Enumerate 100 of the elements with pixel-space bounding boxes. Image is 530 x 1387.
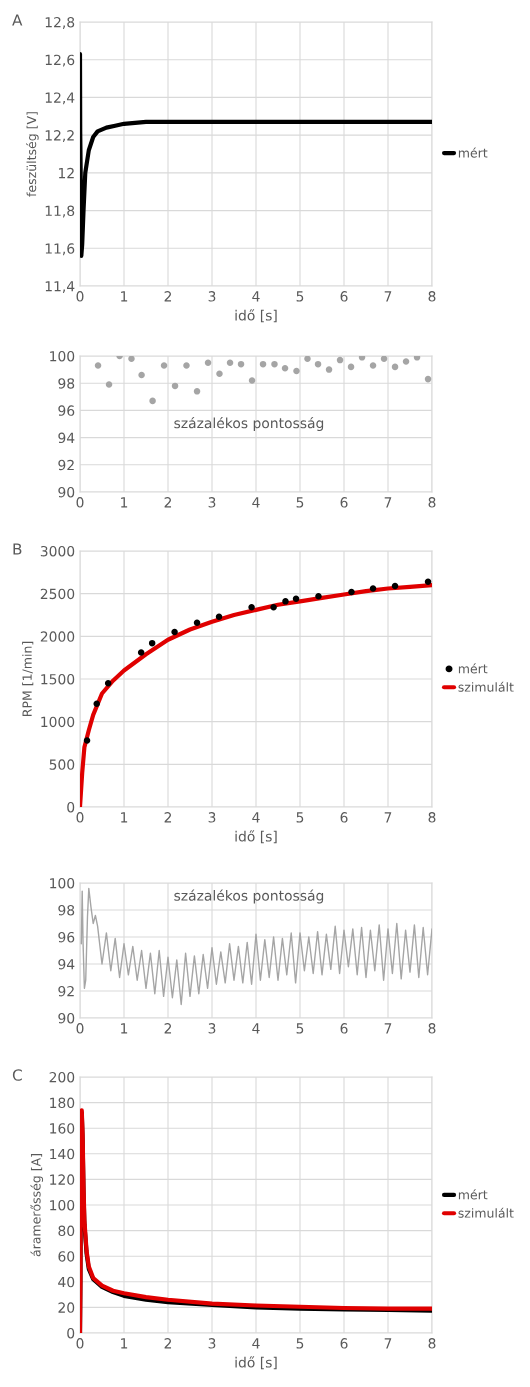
line-series <box>80 51 432 258</box>
point <box>314 360 322 368</box>
point <box>93 700 100 707</box>
x-tick-label: 0 <box>76 1023 84 1034</box>
point <box>105 381 113 388</box>
x-tick-label: 7 <box>384 1023 392 1034</box>
point <box>216 370 223 377</box>
x-tick-label: 3 <box>208 812 216 823</box>
point <box>183 362 190 369</box>
point <box>171 628 178 636</box>
point <box>281 364 289 372</box>
y-axis-title: áramerősség [A] <box>30 1154 44 1257</box>
legend-label: szimulált <box>458 1207 514 1218</box>
x-tick-label: 1 <box>121 812 128 823</box>
x-tick-label: 7 <box>384 291 392 302</box>
point <box>292 595 300 603</box>
y-tick-label: 90 <box>58 1012 75 1024</box>
point <box>149 397 156 405</box>
point <box>204 359 212 367</box>
point <box>171 382 179 390</box>
x-tick-label: 4 <box>252 291 260 302</box>
point <box>325 366 333 373</box>
y-tick-label: 2000 <box>40 631 75 642</box>
y-axis-title: RPM [1/min] <box>22 641 34 717</box>
y-tick-label: 11,8 <box>45 205 75 218</box>
x-tick-label: 5 <box>296 497 304 508</box>
y-tick-label: 12,6 <box>45 54 75 67</box>
point <box>137 649 145 656</box>
y-tick-label: 0 <box>67 1327 75 1339</box>
y-tick-label: 90 <box>58 486 75 498</box>
x-tick-label: 4 <box>252 1338 260 1349</box>
point <box>248 604 255 611</box>
y-tick-label: 98 <box>58 378 75 389</box>
y-tick-label: 180 <box>50 1097 75 1109</box>
y-tick-label: 500 <box>49 759 75 770</box>
chart-title: C <box>12 1069 22 1081</box>
annotation: százalékos pontosság <box>174 889 324 904</box>
x-tick-label: 8 <box>428 497 436 508</box>
x-tick-label: 1 <box>121 1338 128 1349</box>
point <box>193 388 201 395</box>
x-tick-label: 3 <box>208 497 216 508</box>
x-tick-label: 1 <box>121 291 128 302</box>
x-tick-label: 7 <box>384 497 392 508</box>
x-tick-label: 0 <box>76 291 84 302</box>
point <box>270 604 277 611</box>
point <box>424 375 432 383</box>
point <box>193 619 201 626</box>
y-tick-label: 80 <box>58 1225 75 1237</box>
x-tick-label: 2 <box>164 812 172 823</box>
y-tick-label: 96 <box>58 405 75 416</box>
x-tick-label: 0 <box>76 1338 84 1349</box>
y-tick-label: 120 <box>50 1174 75 1185</box>
y-tick-label: 92 <box>58 985 74 997</box>
x-tick-label: 8 <box>428 812 436 823</box>
y-tick-label: 2500 <box>40 588 75 600</box>
point <box>215 613 223 620</box>
x-tick-label: 0 <box>76 497 84 508</box>
y-tick-label: 3000 <box>40 545 75 557</box>
line-series <box>80 887 432 1006</box>
y-tick-label: 12,4 <box>45 92 75 105</box>
point <box>391 363 399 371</box>
x-tick-label: 3 <box>208 1338 216 1349</box>
x-tick-label: 6 <box>340 497 348 508</box>
point <box>402 358 410 365</box>
x-axis-title: idő [s] <box>235 830 277 844</box>
point <box>94 362 102 369</box>
y-tick-label: 96 <box>58 931 75 943</box>
x-tick-label: 4 <box>252 497 260 508</box>
point <box>259 360 267 368</box>
x-tick-label: 8 <box>428 1338 436 1349</box>
x-tick-label: 1 <box>121 1023 128 1034</box>
point <box>391 582 399 590</box>
x-tick-label: 5 <box>296 1023 304 1034</box>
y-tick-label: 0 <box>67 801 75 813</box>
point <box>237 360 245 368</box>
x-tick-label: 5 <box>296 812 304 823</box>
point <box>369 585 377 592</box>
legend-label: mért <box>458 663 488 674</box>
point <box>104 680 112 687</box>
x-tick-label: 5 <box>296 1338 304 1349</box>
x-tick-label: 2 <box>164 1023 172 1034</box>
x-tick-label: 7 <box>384 1338 392 1349</box>
x-tick-label: 2 <box>164 291 172 302</box>
y-tick-label: 94 <box>58 432 75 444</box>
point <box>138 371 145 379</box>
y-tick-label: 140 <box>50 1148 75 1160</box>
y-tick-label: 12,8 <box>45 16 75 29</box>
x-tick-label: 7 <box>384 812 392 823</box>
legend-label: mért <box>458 147 488 158</box>
point <box>336 356 344 364</box>
point <box>83 737 91 744</box>
x-tick-label: 6 <box>340 1338 348 1349</box>
x-tick-label: 0 <box>76 812 84 823</box>
x-tick-label: 6 <box>340 812 348 823</box>
point <box>293 367 300 375</box>
point <box>424 578 432 585</box>
x-tick-label: 2 <box>164 1338 172 1349</box>
y-tick-label: 160 <box>50 1123 75 1134</box>
x-tick-label: 4 <box>252 812 260 823</box>
x-axis-title: idő [s] <box>235 309 277 323</box>
